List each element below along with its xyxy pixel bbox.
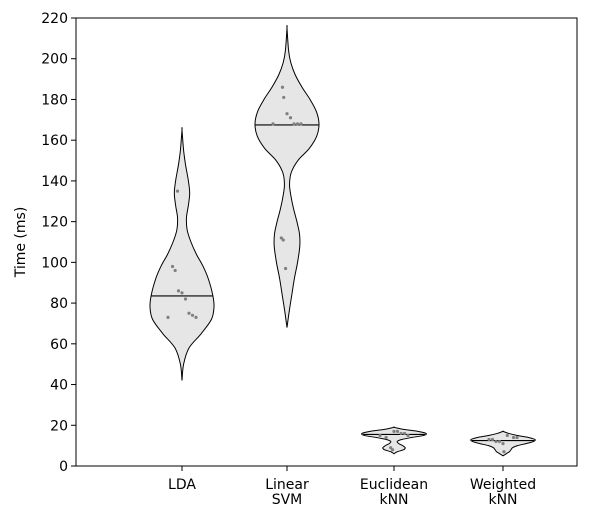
data-point — [279, 236, 283, 240]
x-tick-label: Weighted kNN — [470, 477, 536, 506]
data-point — [402, 431, 407, 436]
y-tick-label: 220 — [41, 11, 68, 27]
data-point — [282, 95, 286, 100]
data-point — [502, 450, 506, 454]
data-point — [497, 439, 502, 444]
x-tick-label-line: Linear — [265, 477, 309, 493]
data-point — [166, 315, 170, 319]
data-point — [176, 289, 181, 293]
y-tick-label: 180 — [41, 92, 68, 108]
data-point — [494, 439, 498, 444]
x-tick-label-line: kNN — [488, 492, 517, 506]
y-tick-label: 20 — [50, 418, 68, 434]
data-point — [399, 431, 403, 436]
data-point — [284, 266, 288, 271]
x-tick-label: LDA — [168, 477, 196, 493]
violin-body — [254, 24, 320, 328]
violin-body — [361, 426, 427, 455]
violin-layer — [149, 24, 536, 457]
data-point — [173, 268, 177, 273]
data-point — [395, 429, 400, 433]
y-tick-label: 40 — [50, 378, 68, 394]
data-point — [384, 435, 388, 440]
x-tick-label-line: kNN — [379, 492, 408, 506]
data-point — [295, 122, 300, 126]
x-tick-label-line: LDA — [168, 477, 196, 493]
x-tick-label: Euclidean kNN — [360, 477, 428, 506]
data-point — [292, 122, 296, 126]
data-point — [490, 437, 495, 442]
data-point — [511, 435, 516, 440]
x-tick-label-line: SVM — [272, 492, 303, 506]
data-point — [288, 116, 293, 120]
data-point — [180, 291, 184, 295]
y-tick-label: 140 — [41, 174, 68, 190]
data-point — [406, 433, 410, 438]
data-point — [194, 315, 198, 319]
data-point — [190, 313, 195, 317]
data-point — [271, 122, 275, 126]
data-point — [187, 311, 191, 315]
data-point — [281, 238, 285, 242]
data-point — [505, 433, 509, 438]
data-point — [487, 437, 491, 442]
data-point — [392, 429, 396, 433]
data-point — [378, 433, 382, 438]
y-tick-label: 160 — [41, 133, 68, 149]
x-tick-label-line: Euclidean — [360, 477, 428, 493]
x-tick-label-line: Weighted — [470, 477, 536, 493]
y-tick-label: 80 — [50, 296, 68, 312]
y-axis: 0 20 40 60 80 100 120 140 160 180 200 220 — [41, 11, 76, 475]
violin-body — [149, 126, 215, 381]
y-tick-label: 200 — [41, 52, 68, 68]
data-point — [170, 264, 175, 269]
data-point — [515, 435, 519, 440]
data-point — [390, 448, 395, 452]
x-tick-label: Linear SVM — [265, 477, 309, 506]
y-axis-title: Time (ms) — [13, 207, 29, 279]
plot-frame — [75, 17, 578, 467]
data-point — [389, 446, 393, 450]
y-tick-label: 0 — [59, 459, 68, 475]
y-tick-label: 120 — [41, 215, 68, 231]
y-tick-label: 100 — [41, 255, 68, 271]
data-point — [501, 442, 505, 446]
data-point — [285, 112, 289, 116]
y-tick-label: 60 — [50, 337, 68, 353]
data-point — [183, 297, 188, 301]
data-point — [299, 122, 303, 126]
data-point — [280, 85, 285, 89]
data-point — [175, 189, 180, 193]
